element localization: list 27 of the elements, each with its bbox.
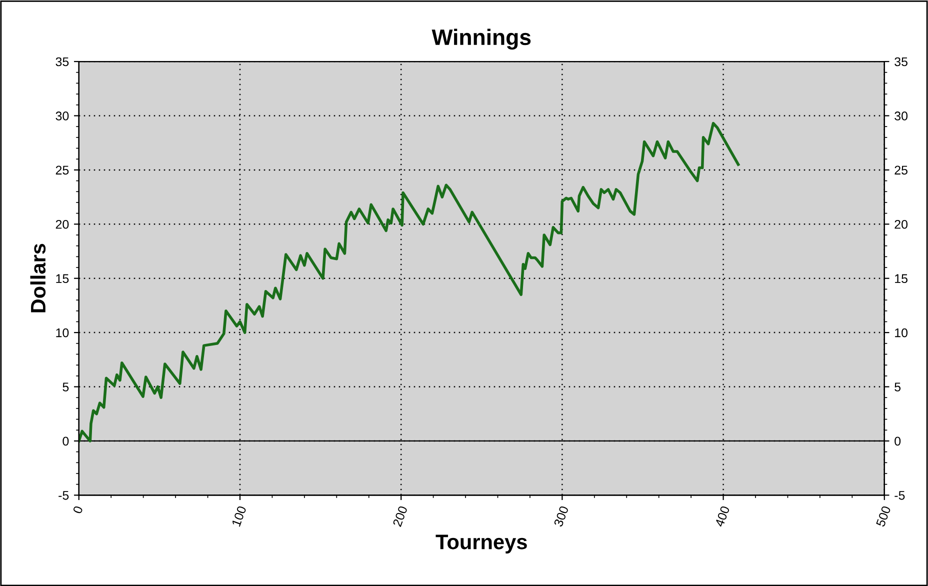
y-tick-label: 20 [56, 220, 69, 229]
x-tick-label: 300 [554, 505, 569, 528]
y2-tick-label: 15 [895, 274, 908, 283]
x-tick-label: 0 [72, 505, 84, 514]
y-tick-label: 5 [62, 382, 69, 392]
x-tick-label: 100 [232, 505, 247, 527]
x-tick-label: 400 [714, 505, 730, 528]
y-axis-title: Dollars [30, 244, 46, 312]
y-tick-label: 35 [56, 57, 69, 66]
y-tick-label: 15 [56, 274, 69, 283]
y-tick-label: 0 [62, 436, 69, 446]
y2-tick-label: 35 [894, 57, 908, 66]
y-tick-label: -5 [58, 491, 69, 500]
y2-tick-label: 20 [894, 220, 908, 229]
y-tick-label: 25 [56, 166, 69, 175]
y2-tick-label: 25 [894, 166, 908, 175]
chart-title: Winnings [432, 28, 531, 50]
x-tick-label: 200 [392, 505, 408, 528]
x-axis-title: Tourneys [436, 534, 527, 554]
y2-tick-label: 5 [894, 382, 901, 392]
y2-tick-label: 10 [895, 328, 908, 338]
y2-tick-label: 0 [894, 436, 901, 446]
x-tick-label: 500 [876, 505, 891, 528]
y2-tick-label: -5 [894, 491, 905, 500]
y-tick-label: 30 [56, 112, 69, 120]
y-tick-label: 10 [56, 328, 69, 338]
y2-tick-label: 30 [894, 112, 908, 120]
